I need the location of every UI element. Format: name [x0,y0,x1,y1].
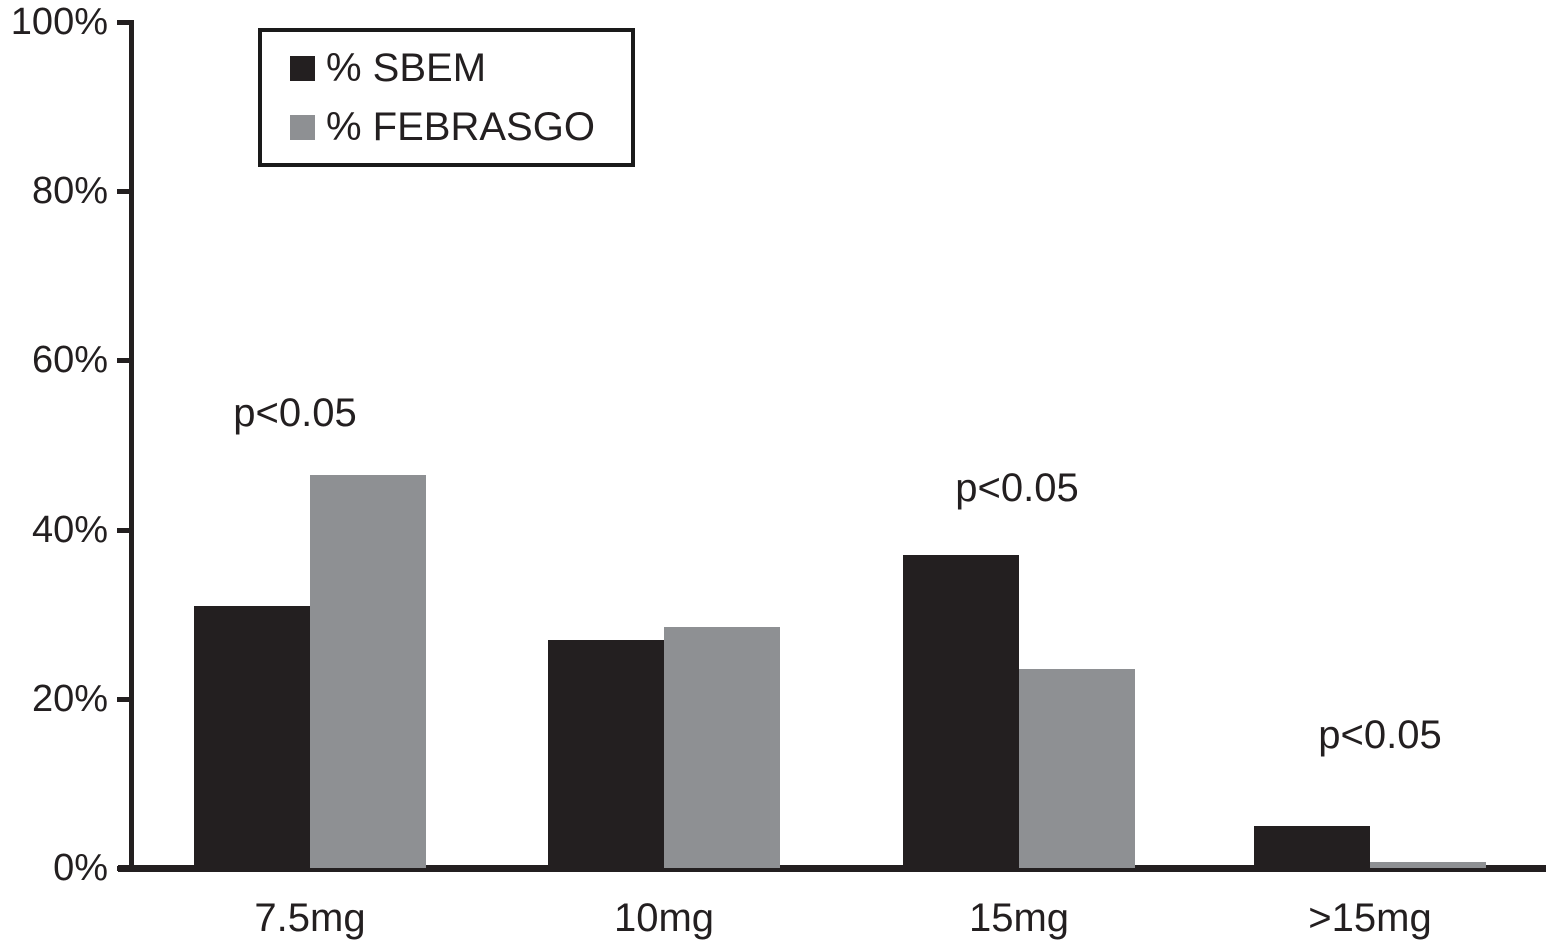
y-axis-line [129,20,134,871]
x-axis-line [118,865,1546,872]
y-tick-mark-100 [117,20,131,25]
y-tick-label-60: 60% [31,339,108,382]
x-tick-label-7.5mg: 7.5mg [254,896,366,940]
y-tick-mark-80 [117,189,131,195]
bar-sbem-15mg [1254,825,1370,868]
bar-sbem-7.5mg [194,605,310,868]
y-tick-label-20: 20% [31,677,108,720]
bar-febrasgo-10mg [664,626,780,868]
bar-sbem-15mg [903,554,1019,868]
y-tick-label-40: 40% [31,508,108,551]
bar-febrasgo-15mg [1019,669,1135,868]
x-tick-label-10mg: 10mg [613,896,715,940]
legend: % SBEM % FEBRASGO [258,28,635,167]
y-tick-label-80: 80% [31,170,108,213]
bar-febrasgo-7.5mg [310,474,426,868]
legend-label-sbem: % SBEM [326,46,487,90]
y-tick-mark-60 [117,358,131,364]
y-tick-label-0: 0% [53,847,108,889]
febrasgo-swatch-icon [290,114,315,140]
legend-item-sbem: % SBEM [290,45,631,91]
bar-febrasgo-15mg [1370,862,1486,868]
y-tick-mark-40 [117,527,131,533]
bar-sbem-10mg [548,639,664,868]
p-value-annotation-15mg: p<0.05 [955,466,1079,510]
p-value-annotation-15mg: p<0.05 [1318,713,1442,757]
legend-label-febrasgo: % FEBRASGO [326,105,595,149]
y-tick-mark-0 [117,866,131,871]
x-tick-label-15mg: 15mg [968,896,1070,940]
legend-item-febrasgo: % FEBRASGO [290,104,631,150]
x-tick-label-15mg: >15mg [1308,896,1432,940]
p-value-annotation-7.5mg: p<0.05 [233,391,357,435]
y-tick-label-100: 100% [10,1,108,43]
sbem-swatch-icon [290,55,315,81]
y-tick-mark-20 [117,696,131,702]
